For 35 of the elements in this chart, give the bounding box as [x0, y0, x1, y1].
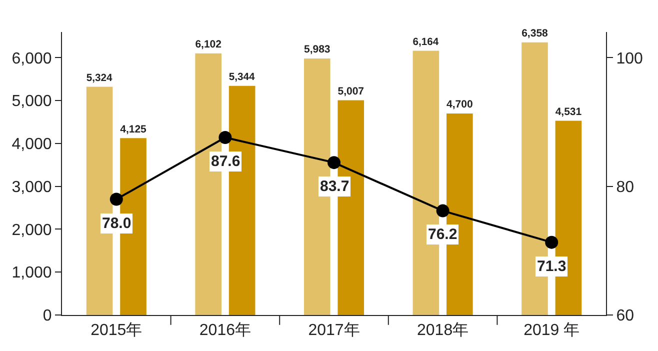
data-label: 78.0 — [102, 215, 132, 232]
y-tick-label: 5,000 — [12, 93, 52, 110]
x-tick-label: 2019 年 — [524, 322, 580, 340]
point — [110, 192, 123, 206]
data-label: 4,531 — [555, 106, 582, 118]
data-label: 83.7 — [320, 178, 350, 195]
y2-tick-label: 80 — [616, 178, 634, 196]
y-tick-label: 0 — [42, 308, 52, 325]
data-label: 76.2 — [428, 226, 458, 243]
point — [545, 236, 558, 249]
y-tick-label: 3,000 — [12, 178, 52, 196]
y2-tick-label: 60 — [616, 308, 634, 325]
y2-tick-label: 100 — [616, 50, 643, 68]
data-label: 87.6 — [211, 153, 240, 170]
data-label: 4,700 — [446, 98, 473, 111]
y-tick-label: 2,000 — [12, 222, 52, 239]
data-label: 6,102 — [195, 38, 222, 51]
point — [218, 130, 232, 144]
data-label: 71.3 — [537, 258, 566, 275]
data-label: 6,164 — [412, 36, 439, 48]
data-label: 5,324 — [86, 72, 112, 84]
data-label: 5,344 — [228, 72, 256, 84]
x-tick-label: 2018年 — [417, 322, 469, 340]
data-label: 4,125 — [120, 123, 147, 136]
point — [328, 156, 340, 170]
data-label: 5,007 — [338, 86, 364, 98]
data-label: 6,358 — [522, 28, 548, 40]
data-label: 5,983 — [304, 44, 330, 56]
point — [436, 204, 450, 218]
y-tick-label: 4,000 — [12, 136, 52, 154]
x-tick-label: 2015年 — [90, 322, 142, 340]
x-tick-label: 2017年 — [308, 322, 360, 340]
x-tick-label: 2016年 — [199, 322, 251, 340]
y-tick-label: 6,000 — [12, 50, 52, 68]
y-tick-label: 1,000 — [12, 264, 52, 282]
